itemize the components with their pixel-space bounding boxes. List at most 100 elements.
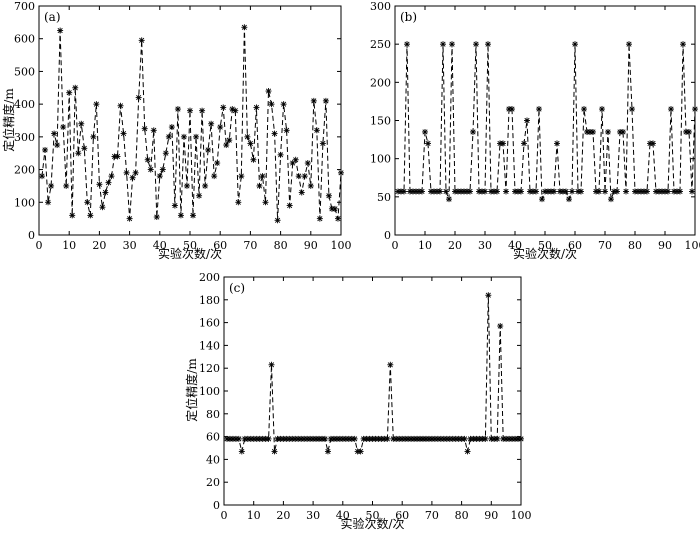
x-tick-label: 40 (336, 509, 350, 522)
data-point (268, 361, 275, 368)
x-tick-label: 70 (598, 239, 612, 252)
data-point (524, 117, 530, 124)
data-point (578, 188, 584, 195)
data-point (232, 107, 239, 114)
data-point (569, 188, 575, 195)
data-point (253, 104, 260, 111)
x-tick-label: 90 (484, 509, 498, 522)
data-point (147, 166, 154, 173)
data-point (39, 173, 46, 180)
series-line (398, 44, 696, 201)
data-point (668, 106, 674, 113)
x-tick-label: 80 (274, 239, 288, 252)
y-tick-label: 300 (14, 131, 35, 144)
y-tick-label: 200 (14, 164, 35, 177)
data-point (99, 204, 106, 211)
data-point (521, 140, 527, 147)
data-point (313, 127, 320, 134)
data-point (174, 106, 181, 113)
y-tick-label: 100 (199, 385, 220, 398)
data-point (138, 37, 145, 44)
data-point (319, 140, 326, 147)
data-point (69, 212, 76, 219)
data-point (208, 120, 215, 127)
y-tick-label: 100 (14, 196, 35, 209)
data-point (325, 192, 332, 199)
data-point (235, 435, 242, 442)
data-point (310, 97, 317, 104)
data-point (108, 173, 115, 180)
data-point (66, 89, 73, 96)
x-tick-label: 0 (392, 239, 399, 252)
data-point (250, 156, 257, 163)
data-point (357, 448, 364, 455)
data-point (105, 179, 112, 186)
data-point (301, 173, 308, 180)
data-point (482, 435, 489, 442)
data-point (518, 435, 524, 442)
data-point (464, 448, 471, 455)
data-point (247, 140, 254, 147)
data-point (81, 145, 88, 152)
x-tick-label: 40 (153, 239, 167, 252)
x-axis-title: 实验次数/次 (158, 246, 222, 261)
y-tick-label: 120 (199, 362, 220, 375)
data-point (268, 101, 275, 108)
chart-panel-b: 0 10 20 30 40 50 60 70 80 90 100 0 50 100 150 200 250 300… (370, 0, 700, 261)
y-tick-label: 180 (199, 294, 220, 307)
data-point (235, 199, 242, 206)
data-point (265, 435, 272, 442)
data-point (563, 188, 569, 195)
x-tick-label: 90 (304, 239, 318, 252)
data-point (608, 196, 614, 203)
data-point (211, 173, 218, 180)
data-point (156, 173, 163, 180)
data-point (96, 181, 103, 188)
data-point (446, 196, 452, 203)
data-point (629, 106, 635, 113)
x-tick-label: 0 (36, 239, 43, 252)
y-tick-label: 400 (14, 98, 35, 111)
data-point (129, 174, 136, 181)
data-point (422, 128, 428, 135)
y-tick-label: 150 (370, 115, 391, 128)
y-tick-label: 60 (206, 431, 220, 444)
data-point (503, 188, 509, 195)
data-point (298, 189, 305, 196)
data-point (449, 41, 455, 48)
data-point (404, 41, 410, 48)
data-point (494, 188, 500, 195)
x-tick-label: 20 (276, 509, 290, 522)
y-tick-label: 50 (377, 191, 391, 204)
data-point (401, 188, 407, 195)
data-point (650, 140, 656, 147)
data-point (114, 153, 121, 160)
data-point (470, 128, 476, 135)
data-point (90, 133, 97, 140)
data-point (321, 435, 328, 442)
y-tick-label: 500 (14, 65, 35, 78)
data-point (551, 188, 557, 195)
x-tick-label: 30 (306, 509, 320, 522)
y-tick-label: 40 (206, 453, 220, 466)
data-point (87, 212, 94, 219)
x-tick-label: 10 (62, 239, 76, 252)
x-tick-label: 10 (418, 239, 432, 252)
data-point (132, 169, 139, 176)
data-point (72, 84, 79, 91)
y-axis-title: 定位精度/m (184, 358, 199, 422)
x-tick-label: 0 (221, 509, 228, 522)
x-tick-label: 40 (508, 239, 522, 252)
data-point (473, 41, 479, 48)
data-point (171, 202, 178, 209)
data-point (467, 188, 473, 195)
x-tick-label: 70 (425, 509, 439, 522)
y-tick-label: 0 (213, 499, 220, 512)
data-point (241, 24, 248, 31)
data-point (554, 140, 560, 147)
data-point (220, 104, 227, 111)
data-point (226, 137, 233, 144)
data-point (590, 128, 596, 135)
panel-label: (b) (400, 10, 417, 24)
data-point (102, 189, 109, 196)
